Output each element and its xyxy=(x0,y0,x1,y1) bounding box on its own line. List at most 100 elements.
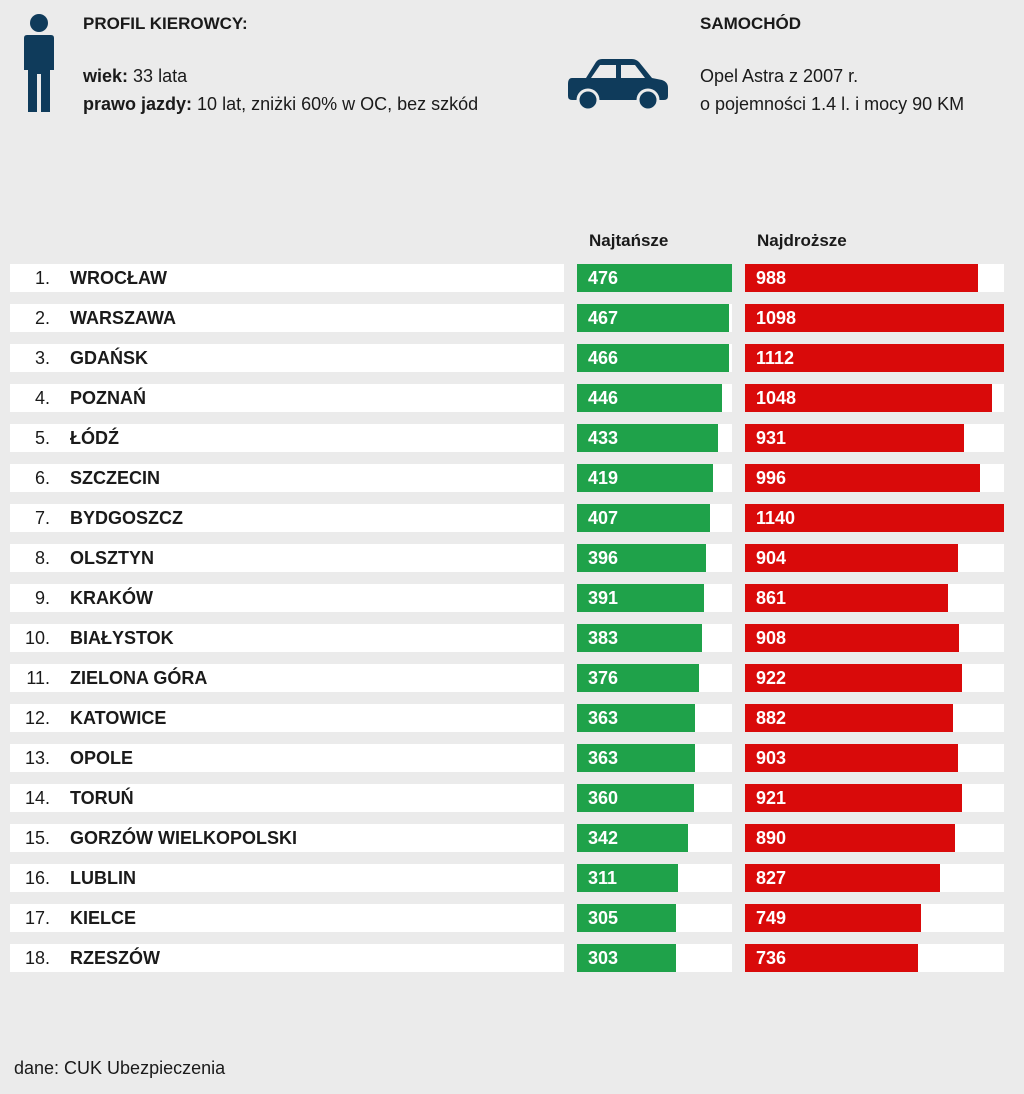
cheapest-value-label: 446 xyxy=(588,388,619,408)
cheapest-bar xyxy=(577,704,695,732)
most-expensive-bar xyxy=(745,264,978,292)
most-expensive-value-label: 922 xyxy=(756,668,787,688)
driver-license: prawo jazdy: 10 lat, zniżki 60% w OC, be… xyxy=(83,94,478,115)
row-background xyxy=(10,584,564,612)
cheapest-value-label: 303 xyxy=(588,948,619,968)
cheapest-value-label: 342 xyxy=(588,828,619,848)
rank-label: 5. xyxy=(34,428,50,448)
table-row: 11. ZIELONA GÓRA 376 922 xyxy=(0,664,1024,692)
cheapest-bar xyxy=(577,544,706,572)
city-label: WROCŁAW xyxy=(70,268,167,288)
row-background xyxy=(10,264,564,292)
driver-title: PROFIL KIEROWCY: xyxy=(83,14,248,33)
cheapest-bar xyxy=(577,864,678,892)
most-expensive-bar xyxy=(745,344,1004,372)
city-label: GORZÓW WIELKOPOLSKI xyxy=(70,828,297,848)
row-background xyxy=(10,624,564,652)
cheapest-value-label: 433 xyxy=(588,428,619,448)
city-label: OPOLE xyxy=(70,748,134,768)
cheapest-bar xyxy=(577,344,729,372)
driver-age: wiek: 33 lata xyxy=(83,66,187,87)
table-row: 14. TORUŃ 360 921 xyxy=(0,784,1024,812)
city-label: GDAŃSK xyxy=(70,348,149,368)
city-label: POZNAŃ xyxy=(70,388,146,408)
most-expensive-bar xyxy=(745,584,948,612)
rank-label: 17. xyxy=(24,908,50,928)
cheapest-bar xyxy=(577,424,718,452)
most-expensive-bar xyxy=(745,904,921,932)
rank-label: 18. xyxy=(24,948,50,968)
rank-label: 3. xyxy=(34,348,50,368)
row-background xyxy=(10,384,564,412)
rank-label: 16. xyxy=(24,868,50,888)
most-expensive-bar xyxy=(745,384,992,412)
most-expensive-value-label: 882 xyxy=(756,708,787,728)
city-label: ŁÓDŹ xyxy=(70,428,119,448)
most-expensive-bar xyxy=(745,864,940,892)
rank-label: 1. xyxy=(34,268,50,288)
cheapest-bar xyxy=(577,584,704,612)
table-row: 9. KRAKÓW 391 861 xyxy=(0,584,1024,612)
city-label: BYDGOSZCZ xyxy=(70,508,184,528)
most-expensive-bar xyxy=(745,784,962,812)
city-label: ZIELONA GÓRA xyxy=(70,668,208,688)
cheapest-value-label: 305 xyxy=(588,908,619,928)
row-background xyxy=(10,664,564,692)
rank-label: 13. xyxy=(24,748,50,768)
most-expensive-bar xyxy=(745,944,918,972)
city-label: RZESZÓW xyxy=(70,948,160,968)
row-background xyxy=(10,744,564,772)
cheapest-bar xyxy=(577,744,695,772)
age-label: wiek: xyxy=(83,66,129,86)
rank-label: 7. xyxy=(34,508,50,528)
table-row: 5. ŁÓDŹ 433 931 xyxy=(0,424,1024,452)
table-row: 13. OPOLE 363 903 xyxy=(0,744,1024,772)
rank-label: 10. xyxy=(24,628,50,648)
car-title: SAMOCHÓD xyxy=(700,14,802,33)
most-expensive-value-label: 749 xyxy=(756,908,787,928)
header: PROFIL KIEROWCY: wiek: 33 lata prawo jaz… xyxy=(0,0,1024,140)
column-header-cheapest: Najtańsze xyxy=(589,231,669,250)
city-label: SZCZECIN xyxy=(70,468,160,488)
row-background xyxy=(10,504,564,532)
most-expensive-value-label: 903 xyxy=(756,748,787,768)
city-label: WARSZAWA xyxy=(70,308,176,328)
table-row: 7. BYDGOSZCZ 407 1140 xyxy=(0,504,1024,532)
cheapest-bar xyxy=(577,384,722,412)
table-row: 3. GDAŃSK 466 1112 xyxy=(0,344,1024,372)
rank-label: 4. xyxy=(34,388,50,408)
rank-label: 11. xyxy=(26,668,50,688)
table-row: 1. WROCŁAW 476 988 xyxy=(0,264,1024,292)
most-expensive-bar xyxy=(745,664,962,692)
most-expensive-bar xyxy=(745,424,964,452)
most-expensive-bar xyxy=(745,504,1004,532)
most-expensive-value-label: 827 xyxy=(756,868,787,888)
most-expensive-bar xyxy=(745,464,980,492)
cheapest-bar xyxy=(577,624,702,652)
most-expensive-value-label: 861 xyxy=(756,588,787,608)
row-background xyxy=(10,944,564,972)
cheapest-value-label: 360 xyxy=(588,788,619,808)
rank-label: 6. xyxy=(34,468,50,488)
row-background xyxy=(10,704,564,732)
row-background xyxy=(10,544,564,572)
city-label: OLSZTYN xyxy=(70,548,154,568)
most-expensive-value-label: 988 xyxy=(756,268,787,288)
row-background xyxy=(10,864,564,892)
most-expensive-value-label: 904 xyxy=(756,548,787,568)
license-value: 10 lat, zniżki 60% w OC, bez szkód xyxy=(197,94,479,114)
cheapest-value-label: 467 xyxy=(588,308,619,328)
cheapest-bar xyxy=(577,904,676,932)
rank-label: 9. xyxy=(34,588,50,608)
rank-label: 15. xyxy=(24,828,50,848)
table-row: 2. WARSZAWA 467 1098 xyxy=(0,304,1024,332)
most-expensive-value-label: 1048 xyxy=(756,388,797,408)
cheapest-bar xyxy=(577,264,732,292)
car-line-1: Opel Astra z 2007 r. xyxy=(700,66,859,86)
row-background xyxy=(10,304,564,332)
car-line-2: o pojemności 1.4 l. i mocy 90 KM xyxy=(700,94,965,114)
table-row: 18. RZESZÓW 303 736 xyxy=(0,944,1024,972)
table-row: 6. SZCZECIN 419 996 xyxy=(0,464,1024,492)
row-background xyxy=(10,424,564,452)
rank-label: 14. xyxy=(24,788,50,808)
